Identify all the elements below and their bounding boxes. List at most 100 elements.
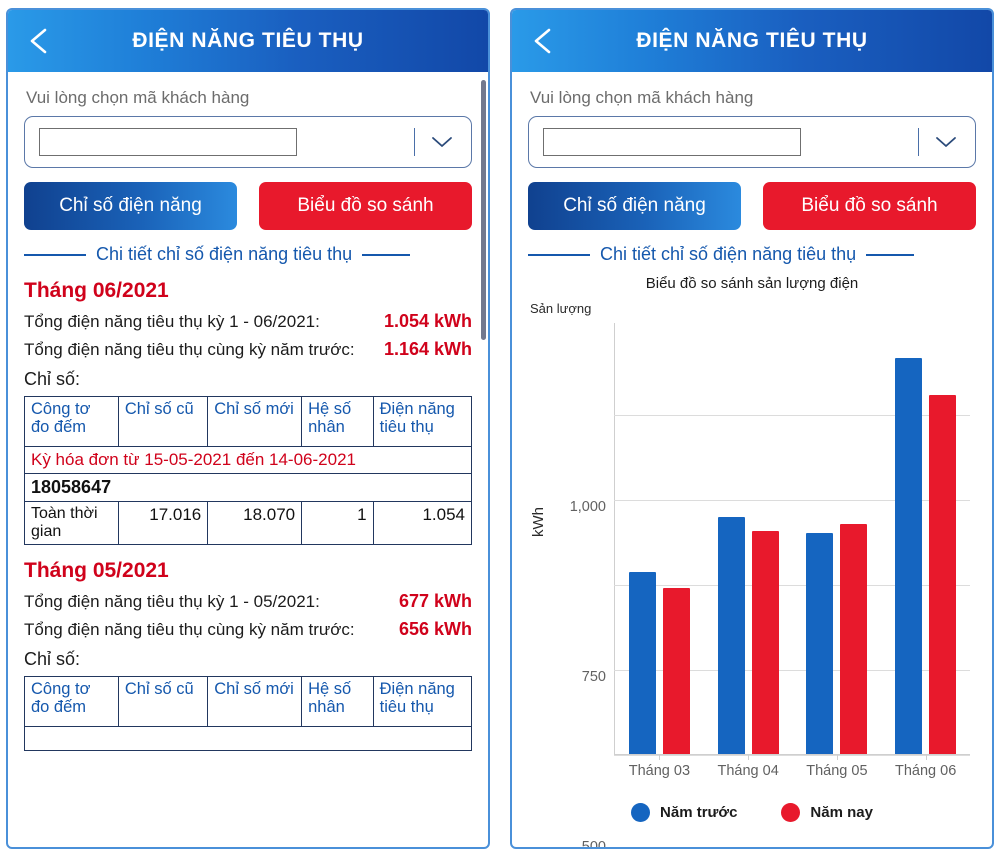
chart-tab-button[interactable]: Biểu đồ so sánh bbox=[259, 182, 472, 230]
col-header-new-index: Chỉ số mới bbox=[207, 675, 303, 727]
consumption-cell: 1.054 bbox=[372, 501, 473, 545]
table-row-meter: 18058647 bbox=[24, 473, 472, 502]
chart-y-tick-label: 750 bbox=[581, 668, 606, 685]
col-header-meter: Công tơ đo đếm bbox=[24, 675, 119, 727]
app-bar-right: ĐIỆN NĂNG TIÊU THỤ bbox=[512, 10, 992, 72]
chevron-left-icon bbox=[530, 26, 556, 56]
month-heading: Tháng 05/2021 bbox=[24, 558, 169, 582]
prev-year-label: Tổng điện năng tiêu thụ cùng kỳ năm trướ… bbox=[24, 340, 355, 359]
index-table-06-2021: Công tơ đo đếm Chỉ số cũ Chỉ số mới Hệ s… bbox=[24, 396, 473, 545]
legend-label: Năm trước bbox=[660, 804, 738, 821]
index-caption: Chỉ số: bbox=[24, 648, 81, 669]
total-consumption-value: 677 kWh bbox=[398, 590, 472, 611]
chart-x-tickmark bbox=[836, 754, 838, 760]
action-buttons-row: Chỉ số điện năng Biểu đồ so sánh bbox=[24, 182, 472, 230]
billing-period-cell: Kỳ hóa đơn từ 15-05-2021 đến 14-06-2021 bbox=[24, 446, 472, 474]
legend-color-dot bbox=[781, 803, 801, 822]
chart-gridline: 500 bbox=[582, 584, 970, 847]
prev-year-consumption-row: Tổng điện năng tiêu thụ cùng kỳ năm trướ… bbox=[24, 619, 472, 640]
panel-body-right: Vui lòng chọn mã khách hàng Chỉ số điện … bbox=[512, 72, 992, 847]
chart-title: Biểu đồ so sánh sản lượng điện bbox=[645, 275, 859, 292]
prev-year-value: 1.164 kWh bbox=[383, 339, 472, 359]
col-header-old-index: Chỉ số cũ bbox=[117, 396, 209, 447]
chart-gridline: 0 bbox=[614, 755, 970, 756]
col-header-consumption: Điện năng tiêu thụ bbox=[372, 675, 473, 727]
select-divider bbox=[918, 128, 919, 156]
chevron-left-icon bbox=[26, 26, 52, 56]
customer-code-input[interactable] bbox=[543, 128, 801, 156]
chart-x-tick-label: Tháng 03 bbox=[628, 763, 691, 779]
chart-bar-group bbox=[881, 323, 970, 760]
panel-index-detail: ĐIỆN NĂNG TIÊU THỤ Vui lòng chọn mã khác… bbox=[6, 8, 490, 849]
chart-x-axis-line bbox=[614, 754, 970, 755]
page-title: ĐIỆN NĂNG TIÊU THỤ bbox=[132, 29, 364, 52]
col-header-meter: Công tơ đo đếm bbox=[24, 396, 119, 447]
customer-code-select[interactable] bbox=[528, 116, 976, 168]
prev-year-value: 656 kWh bbox=[398, 618, 472, 639]
chevron-down-icon[interactable] bbox=[931, 127, 961, 157]
month-block-05-2021: Tháng 05/2021 Tổng điện năng tiêu thụ kỳ… bbox=[24, 558, 473, 751]
index-tab-button[interactable]: Chỉ số điện năng bbox=[24, 182, 237, 230]
table-header-row: Công tơ đo đếm Chỉ số cũ Chỉ số mới Hệ s… bbox=[24, 396, 473, 447]
chart-y-axis-line bbox=[614, 323, 615, 755]
chart-bar bbox=[929, 395, 957, 754]
back-button[interactable] bbox=[526, 24, 560, 58]
chart-bar bbox=[662, 588, 690, 754]
vertical-scrollbar[interactable] bbox=[481, 80, 486, 340]
customer-code-input[interactable] bbox=[39, 128, 297, 156]
chart-unit-label: Sản lượng bbox=[530, 301, 592, 316]
chart-legend-item[interactable]: Năm nay bbox=[781, 803, 873, 822]
legend-color-dot bbox=[631, 803, 651, 822]
chart-x-tick-labels: Tháng 03 Tháng 04 Tháng 05 Tháng 06 bbox=[615, 763, 970, 779]
customer-code-hint: Vui lòng chọn mã khách hàng bbox=[26, 88, 250, 107]
col-header-old-index: Chỉ số cũ bbox=[117, 675, 209, 727]
chart-y-tick-label: 1,000 bbox=[569, 498, 606, 515]
meter-number-cell: 18058647 bbox=[24, 473, 472, 502]
chart-bar bbox=[840, 523, 868, 754]
chart-tab-button[interactable]: Biểu đồ so sánh bbox=[763, 182, 976, 230]
panel-comparison-chart: ĐIỆN NĂNG TIÊU THỤ Vui lòng chọn mã khác… bbox=[510, 8, 994, 849]
index-tab-button[interactable]: Chỉ số điện năng bbox=[528, 182, 741, 230]
customer-code-hint: Vui lòng chọn mã khách hàng bbox=[530, 88, 754, 107]
chart-plot-area: 0 250 500 750 1,000 bbox=[570, 323, 970, 847]
month-block-06-2021: Tháng 06/2021 Tổng điện năng tiêu thụ kỳ… bbox=[24, 279, 473, 545]
back-button[interactable] bbox=[22, 24, 56, 58]
chart-gridline: 1,000 bbox=[570, 414, 970, 515]
chart-bar-group bbox=[615, 323, 704, 760]
divider-rule-right bbox=[362, 253, 411, 256]
section-title-text: Chi tiết chỉ số điện năng tiêu thụ bbox=[96, 244, 353, 264]
index-table-05-2021: Công tơ đo đếm Chỉ số cũ Chỉ số mới Hệ s… bbox=[24, 675, 473, 751]
prev-year-label: Tổng điện năng tiêu thụ cùng kỳ năm trướ… bbox=[24, 619, 355, 639]
customer-code-select[interactable] bbox=[24, 116, 472, 168]
divider-rule-left bbox=[528, 253, 590, 256]
total-consumption-row: Tổng điện năng tiêu thụ kỳ 1 - 05/2021: … bbox=[24, 591, 472, 612]
chart-legend: Năm trước Năm nay bbox=[528, 803, 976, 822]
row-label-cell: Toàn thời gian bbox=[24, 501, 119, 545]
chart-bar-group bbox=[704, 323, 793, 760]
chart-gridline: 250 bbox=[614, 669, 970, 671]
divider-rule-right bbox=[866, 253, 915, 256]
col-header-multiplier: Hệ số nhân bbox=[301, 675, 374, 727]
chart-bar bbox=[806, 532, 834, 754]
chart-x-tickmark bbox=[925, 754, 927, 760]
chart-bar bbox=[628, 572, 656, 754]
section-divider-title: Chi tiết chỉ số điện năng tiêu thụ bbox=[528, 244, 976, 265]
chart-x-tick-label: Tháng 06 bbox=[894, 763, 957, 779]
index-caption: Chỉ số: bbox=[24, 369, 81, 389]
chart-x-tick-label: Tháng 04 bbox=[717, 763, 779, 779]
month-heading: Tháng 06/2021 bbox=[24, 279, 169, 302]
table-row: Toàn thời gian 17.016 18.070 1 1.054 bbox=[24, 501, 473, 545]
section-divider-title: Chi tiết chỉ số điện năng tiêu thụ bbox=[24, 244, 472, 265]
chart-y-axis-label: kWh bbox=[530, 507, 547, 537]
chevron-down-icon[interactable] bbox=[427, 127, 457, 157]
chart-gridline: 750 bbox=[582, 499, 970, 685]
total-consumption-label: Tổng điện năng tiêu thụ kỳ 1 - 05/2021: bbox=[24, 591, 320, 611]
app-bar-left: ĐIỆN NĂNG TIÊU THỤ bbox=[8, 10, 488, 72]
comparison-bar-chart: Biểu đồ so sánh sản lượng điện Sản lượng… bbox=[528, 275, 976, 847]
chart-bar-group bbox=[793, 323, 882, 760]
action-buttons-row: Chỉ số điện năng Biểu đồ so sánh bbox=[528, 182, 976, 230]
chart-bar-groups bbox=[615, 323, 970, 760]
col-header-multiplier: Hệ số nhân bbox=[301, 396, 374, 447]
select-divider bbox=[414, 128, 415, 156]
chart-legend-item[interactable]: Năm trước bbox=[631, 803, 737, 822]
